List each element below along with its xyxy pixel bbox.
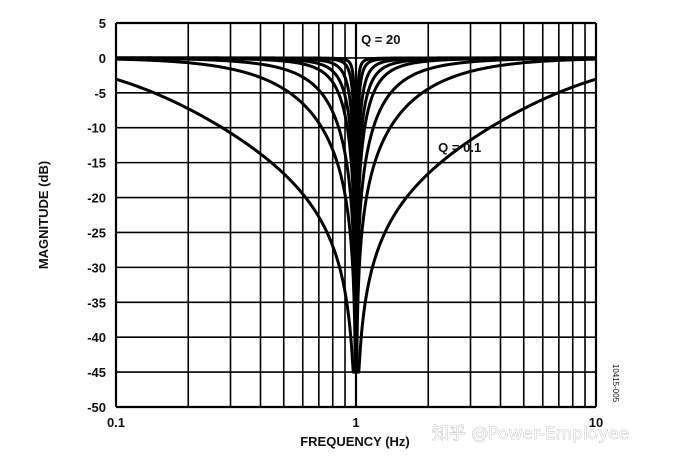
figure-id: 10415-005 bbox=[611, 364, 620, 403]
y-tick-label: 5 bbox=[99, 16, 106, 31]
tick-labels: 5 0 -5 -10 -15 -20 -25 -30 -35 -40 -45 -500.1 1 10 bbox=[87, 16, 603, 430]
y-tick-label: -10 bbox=[87, 121, 106, 136]
x-tick-label: 10 bbox=[589, 415, 603, 430]
watermark: 知乎 @Power-Employee bbox=[432, 424, 629, 444]
x-axis-title: FREQUENCY (Hz) bbox=[300, 434, 410, 449]
y-tick-label: -50 bbox=[87, 400, 106, 415]
y-tick-label: 0 bbox=[99, 51, 106, 66]
annotation-q-0-1: Q = 0.1 bbox=[438, 140, 481, 155]
curves bbox=[115, 56, 597, 374]
y-axis-title: MAGNITUDE (dB) bbox=[36, 161, 51, 269]
x-tick-label: 0.1 bbox=[107, 415, 125, 430]
y-tick-label: -20 bbox=[87, 191, 106, 206]
x-tick-label: 1 bbox=[352, 415, 359, 430]
curve-q-20 bbox=[115, 56, 597, 374]
y-tick-label: -40 bbox=[87, 330, 106, 345]
y-tick-label: -30 bbox=[87, 260, 106, 275]
y-tick-label: -45 bbox=[87, 365, 106, 380]
y-tick-label: -35 bbox=[87, 295, 106, 310]
y-tick-label: -15 bbox=[87, 156, 106, 171]
annotation-q-20: Q = 20 bbox=[361, 32, 400, 47]
y-tick-label: -25 bbox=[87, 225, 106, 240]
y-tick-label: -5 bbox=[94, 86, 106, 101]
